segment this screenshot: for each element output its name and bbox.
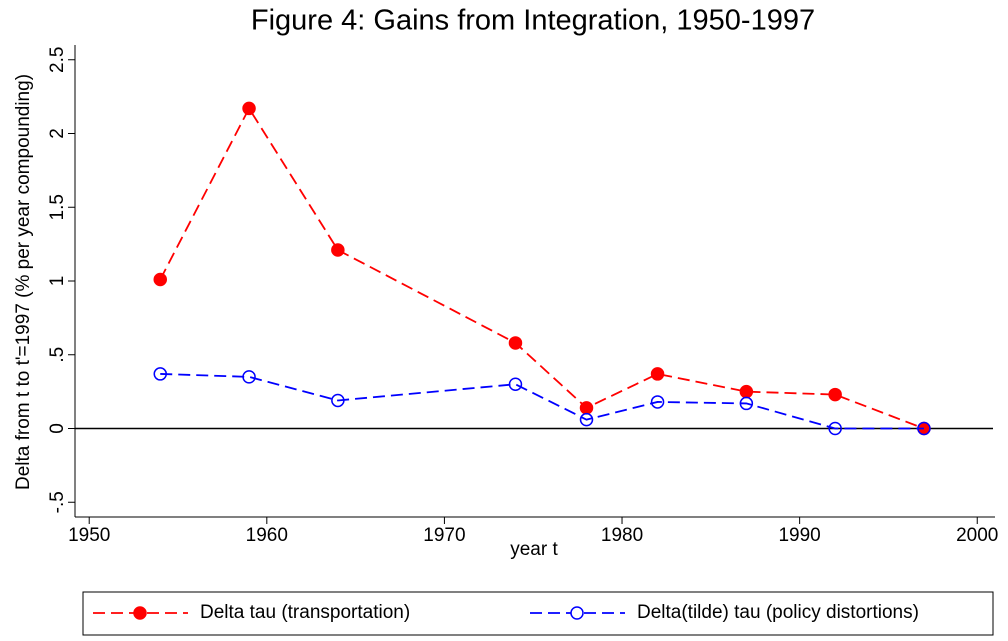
y-tick-label: 2.5 <box>47 47 68 73</box>
y-tick-label: 1.5 <box>47 194 68 220</box>
data-point <box>579 401 594 415</box>
x-tick-label: 1950 <box>68 525 110 546</box>
legend-marker <box>133 606 147 620</box>
data-point <box>828 387 842 402</box>
data-point <box>153 367 168 381</box>
data-point <box>331 243 345 257</box>
legend-marker <box>570 606 584 620</box>
x-tick-label: 1970 <box>423 525 465 546</box>
legend-box <box>82 591 994 636</box>
y-tick-label: 0 <box>47 423 68 434</box>
y-axis-label: Delta from t to t'=1997 (% per year comp… <box>13 74 34 490</box>
legend-label: Delta tau (transportation) <box>200 602 410 623</box>
x-tick-label: 1960 <box>246 525 288 546</box>
legend-label: Delta(tilde) tau (policy distortions) <box>637 602 919 623</box>
y-tick-label: -.5 <box>47 491 68 513</box>
data-point <box>579 412 594 427</box>
data-point <box>739 396 754 411</box>
data-point <box>917 421 931 436</box>
y-tick-label: .5 <box>47 347 68 363</box>
x-axis-label: year t <box>510 539 558 560</box>
data-point <box>650 395 665 409</box>
x-tick-label: 2000 <box>956 525 998 546</box>
data-point <box>242 101 256 116</box>
series-line <box>160 373 924 430</box>
data-point <box>508 377 523 391</box>
data-point <box>242 370 256 384</box>
chart-title: Figure 4: Gains from Integration, 1950-1… <box>251 5 815 37</box>
x-tick-label: 1990 <box>778 525 820 546</box>
y-tick-label: 2 <box>47 128 68 139</box>
data-point <box>650 367 665 381</box>
data-point <box>739 384 754 399</box>
data-point <box>508 336 523 350</box>
data-point <box>828 421 842 436</box>
series-line <box>159 106 925 430</box>
data-point <box>331 393 345 408</box>
x-tick-label: 1980 <box>601 525 643 546</box>
data-point <box>153 272 168 287</box>
y-tick-label: 1 <box>47 276 68 287</box>
